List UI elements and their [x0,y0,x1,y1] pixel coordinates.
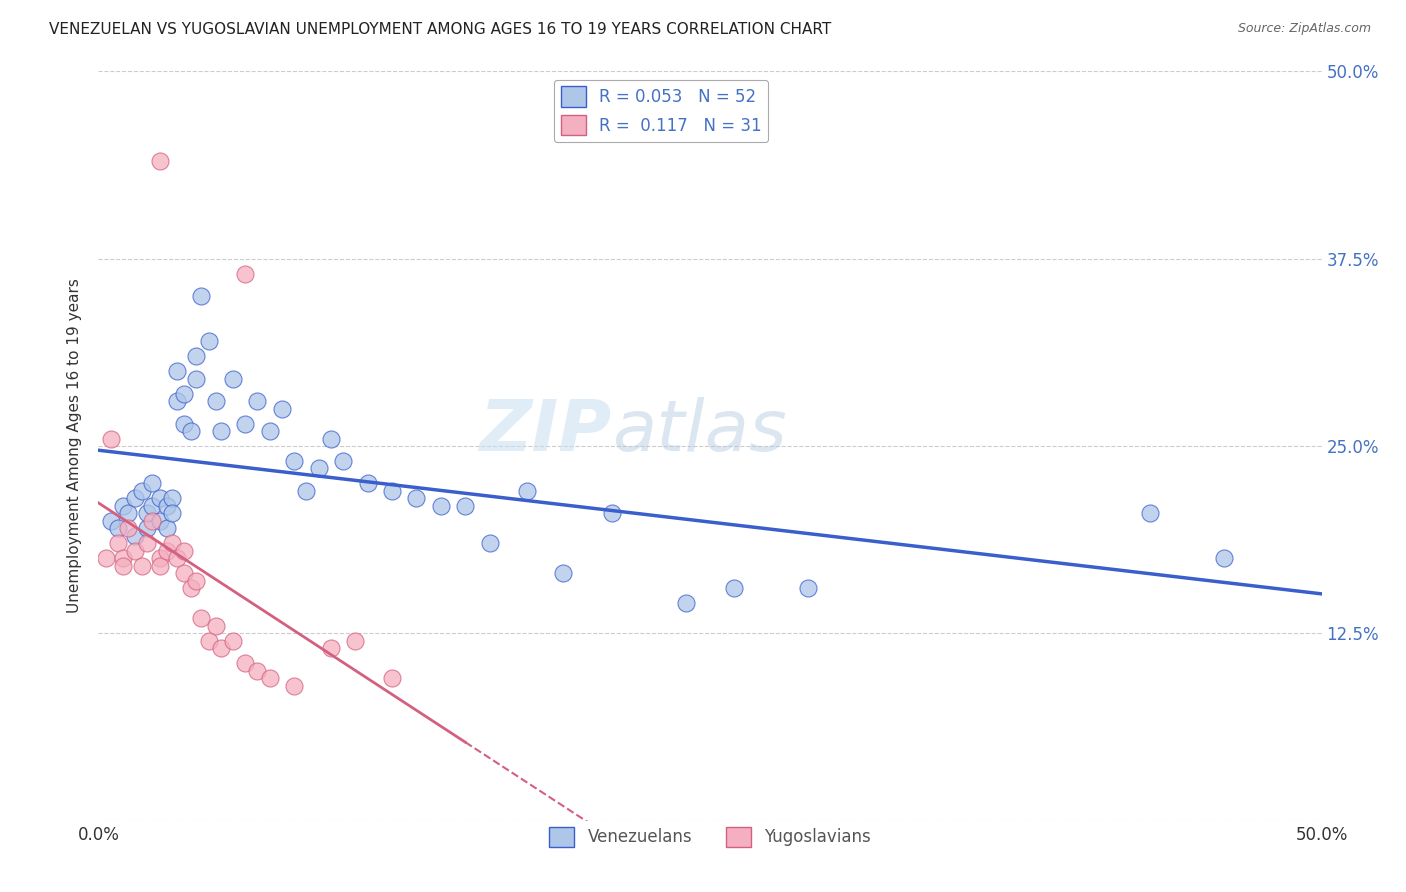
Point [186,349,208,363]
Point [149,558,172,573]
Point [160,536,183,550]
Point [430,499,453,513]
Text: atlas: atlas [612,397,787,466]
Point [190,611,212,625]
Point [405,491,427,506]
Point [308,461,330,475]
Point [111,558,134,573]
Point [156,499,179,513]
Point [205,394,228,409]
Point [100,514,122,528]
Point [1139,507,1161,521]
Point [600,507,623,521]
Point [166,364,188,378]
Point [131,558,153,573]
Point [124,544,146,558]
Point [111,551,134,566]
Point [295,483,318,498]
Point [197,633,219,648]
Point [553,566,575,581]
Point [515,483,537,498]
Point [233,267,256,281]
Point [190,289,212,303]
Point [166,394,188,409]
Point [209,641,232,656]
Point [117,521,139,535]
Text: Source: ZipAtlas.com: Source: ZipAtlas.com [1237,22,1371,36]
Point [173,566,195,581]
Point [117,507,139,521]
Point [381,483,404,498]
Point [270,401,294,416]
Point [319,641,342,656]
Point [233,657,256,671]
Point [675,596,697,610]
Point [197,334,219,348]
Point [173,417,195,431]
Point [136,507,159,521]
Point [797,582,820,596]
Point [356,476,378,491]
Point [160,491,183,506]
Point [233,417,256,431]
Point [124,529,146,543]
Text: ZIP: ZIP [479,397,612,466]
Point [166,551,188,566]
Text: VENEZUELAN VS YUGOSLAVIAN UNEMPLOYMENT AMONG AGES 16 TO 19 YEARS CORRELATION CHA: VENEZUELAN VS YUGOSLAVIAN UNEMPLOYMENT A… [49,22,831,37]
Point [209,424,232,438]
Point [149,491,172,506]
Point [107,536,129,550]
Point [136,536,159,550]
Point [100,432,122,446]
Point [344,633,367,648]
Point [222,371,245,385]
Point [381,671,404,685]
Point [149,154,172,169]
Point [149,551,172,566]
Point [283,454,305,468]
Point [141,476,163,491]
Point [259,671,281,685]
Point [246,664,269,678]
Point [136,521,159,535]
Point [149,514,172,528]
Y-axis label: Unemployment Among Ages 16 to 19 years: Unemployment Among Ages 16 to 19 years [67,278,83,614]
Point [131,483,153,498]
Point [124,491,146,506]
Point [186,371,208,385]
Point [319,432,342,446]
Point [94,551,117,566]
Point [478,536,501,550]
Point [723,582,745,596]
Point [222,633,245,648]
Point [246,394,269,409]
Point [1212,551,1234,566]
Point [156,521,179,535]
Point [173,386,195,401]
Point [186,574,208,588]
Point [332,454,354,468]
Point [173,544,195,558]
Point [111,499,134,513]
Point [141,499,163,513]
Point [156,544,179,558]
Point [205,619,228,633]
Point [180,582,202,596]
Point [160,507,183,521]
Point [141,514,163,528]
Legend: Venezuelans, Yugoslavians: Venezuelans, Yugoslavians [543,820,877,854]
Point [259,424,281,438]
Point [283,679,305,693]
Point [107,521,129,535]
Point [454,499,477,513]
Point [180,424,202,438]
